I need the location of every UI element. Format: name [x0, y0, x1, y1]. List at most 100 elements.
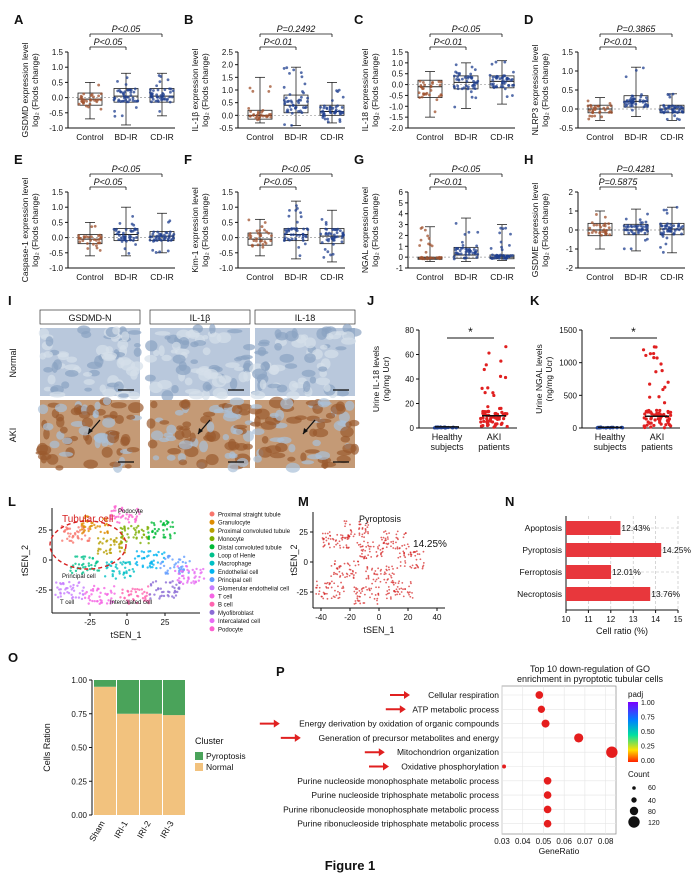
tsne-point	[134, 531, 138, 534]
data-point	[661, 250, 665, 254]
data-point	[456, 87, 460, 91]
tsne-point	[361, 535, 363, 538]
tsne-point	[350, 529, 353, 532]
panel-letter: J	[367, 293, 374, 308]
data-point	[423, 228, 427, 232]
data-point	[471, 84, 474, 88]
tissue-texture	[70, 407, 82, 416]
tsne-point	[194, 575, 197, 578]
go-dot	[502, 764, 507, 769]
tsne-point	[61, 582, 65, 585]
tsne-point	[383, 571, 386, 574]
tsne-point	[56, 596, 60, 599]
tsne-point	[364, 555, 366, 558]
y-tick-label: 1.0	[222, 203, 234, 212]
tsne-point	[352, 576, 355, 579]
tsne-point	[394, 593, 397, 596]
y-tick-label: 0.5	[222, 218, 234, 227]
tsne-point	[90, 563, 93, 567]
y-tick-label: 1500	[559, 326, 577, 335]
tsne-point	[354, 602, 357, 605]
tissue-texture	[304, 353, 316, 364]
tsne-point	[87, 539, 91, 542]
tsne-point	[69, 569, 72, 572]
data-point	[495, 85, 498, 88]
tsne-point	[385, 542, 388, 545]
tsne-point	[162, 590, 165, 594]
y-tick-label: 1.00	[71, 676, 87, 685]
sig-label: P<0.05	[452, 164, 482, 174]
aki-point	[655, 408, 659, 412]
data-point	[304, 105, 308, 109]
tsne-point	[380, 568, 383, 571]
tsne-point	[327, 537, 330, 540]
data-point	[113, 114, 117, 118]
tsne-point	[158, 597, 161, 600]
data-point	[300, 75, 304, 79]
go-dot	[543, 776, 552, 785]
tissue-texture	[252, 368, 268, 380]
tsne-point	[340, 534, 342, 536]
x-tick-label: BD-IR	[114, 132, 137, 142]
data-point	[269, 115, 273, 119]
data-point	[123, 247, 127, 251]
go-term-label: Purine ribonucleoside triphosphate metab…	[297, 819, 499, 829]
tsne-point	[338, 566, 341, 569]
tsne-point	[68, 535, 71, 538]
data-point	[159, 75, 163, 78]
data-point	[608, 109, 612, 113]
data-point	[420, 95, 424, 99]
tissue-texture	[224, 452, 232, 459]
tissue-texture	[37, 404, 49, 415]
tsne-point	[383, 578, 386, 581]
tissue-texture	[94, 401, 101, 410]
tsne-point	[128, 568, 131, 572]
tsne-point	[409, 565, 412, 568]
data-point	[506, 76, 510, 80]
data-point	[335, 228, 339, 232]
tsne-point	[165, 519, 168, 523]
legend-label: Macrophage	[218, 562, 252, 568]
y-tick-label: 0	[569, 226, 574, 235]
data-point	[121, 234, 125, 238]
aki-point	[666, 380, 670, 384]
tissue-texture	[324, 349, 339, 359]
tissue-texture	[260, 361, 270, 371]
tsne-point	[391, 579, 394, 582]
data-point	[671, 92, 675, 96]
data-point	[662, 230, 666, 234]
go-term-label: Energy derivation by oxidation of organi…	[299, 719, 499, 729]
sig-label: P<0.05	[94, 37, 124, 47]
y-axis-label-unit: log₂ (Flods change)	[30, 53, 40, 127]
tsne-point	[408, 591, 411, 594]
tissue-texture	[250, 404, 263, 410]
data-point	[634, 102, 638, 106]
tsne-point	[377, 592, 380, 595]
tsne-point	[80, 597, 84, 601]
tissue-texture	[154, 331, 171, 336]
y-tick-label: 1.5	[222, 73, 234, 82]
data-point	[150, 100, 153, 104]
tsne-point	[127, 536, 130, 539]
aki-point	[483, 391, 487, 395]
tsne-point	[392, 547, 395, 549]
aki-point	[659, 422, 663, 426]
data-point	[134, 243, 137, 246]
tissue-texture	[321, 457, 329, 469]
data-point	[336, 90, 340, 94]
data-point	[129, 91, 133, 94]
y-axis-label: IL-18 expression level	[360, 49, 370, 132]
tsne-point	[137, 554, 141, 558]
data-point	[509, 79, 513, 82]
tissue-texture	[109, 461, 121, 468]
tissue-texture	[300, 452, 307, 462]
tsne-point	[194, 580, 197, 583]
tsne-point	[96, 549, 100, 553]
tsne-point	[199, 571, 202, 575]
tsne-point	[149, 549, 152, 553]
tsne-point	[390, 581, 393, 584]
data-point	[456, 84, 460, 88]
data-point	[171, 89, 175, 93]
tissue-texture	[196, 458, 208, 469]
stacked-bar-segment	[94, 680, 116, 687]
